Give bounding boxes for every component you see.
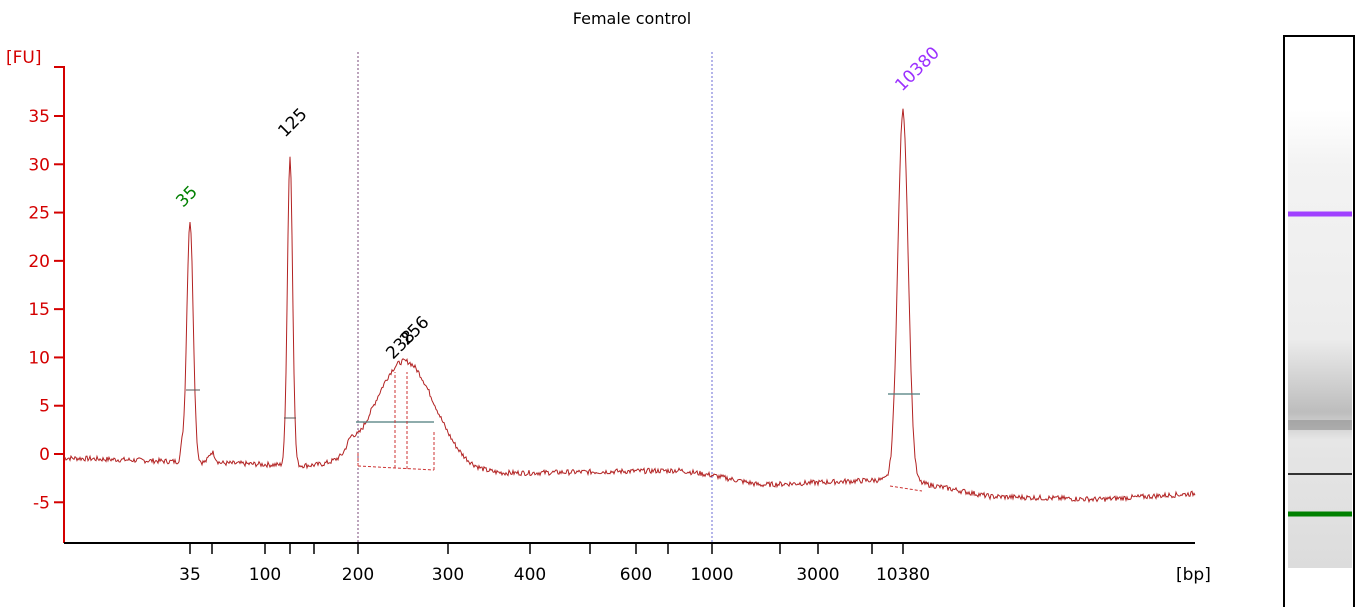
y-tick-label: 30: [28, 155, 50, 175]
chart-title: Female control: [573, 9, 691, 28]
smear-baseline: [357, 465, 435, 471]
x-tick-label: 10380: [876, 565, 930, 585]
x-tick-label: 600: [620, 565, 652, 585]
peak-label: 35: [172, 182, 201, 211]
gel-band-thin-band: [1288, 473, 1352, 475]
x-tick-label: 100: [249, 565, 281, 585]
peak-baseline-10380: [889, 485, 923, 492]
gel-band-lower-marker: [1288, 511, 1352, 517]
x-tick-label: 400: [514, 565, 546, 585]
y-tick-label: 15: [28, 300, 50, 320]
x-tick-label: 35: [179, 565, 201, 585]
gel-strip: [1288, 110, 1352, 568]
y-tick-label: -5: [33, 493, 50, 513]
x-tick-label: 300: [432, 565, 464, 585]
gel-lane: [1283, 35, 1355, 607]
y-tick-label: 0: [39, 445, 50, 465]
x-axis-label: [bp]: [1176, 565, 1211, 585]
peak-label: 125: [274, 104, 311, 141]
y-tick-label: 5: [39, 397, 50, 417]
y-tick-label: 10: [28, 348, 50, 368]
x-tick-label: 200: [342, 565, 374, 585]
y-tick-label: 25: [28, 204, 50, 224]
gel-band-sample-smear: [1288, 420, 1352, 430]
trace-line: [63, 108, 1196, 504]
peak-label: 10380: [891, 43, 943, 95]
x-tick-label: 3000: [796, 565, 839, 585]
gel-band-upper-marker: [1288, 211, 1352, 217]
y-axis-label: [FU]: [6, 48, 42, 68]
y-tick-label: 35: [28, 107, 50, 127]
x-tick-label: 1000: [690, 565, 733, 585]
y-tick-label: 20: [28, 252, 50, 272]
